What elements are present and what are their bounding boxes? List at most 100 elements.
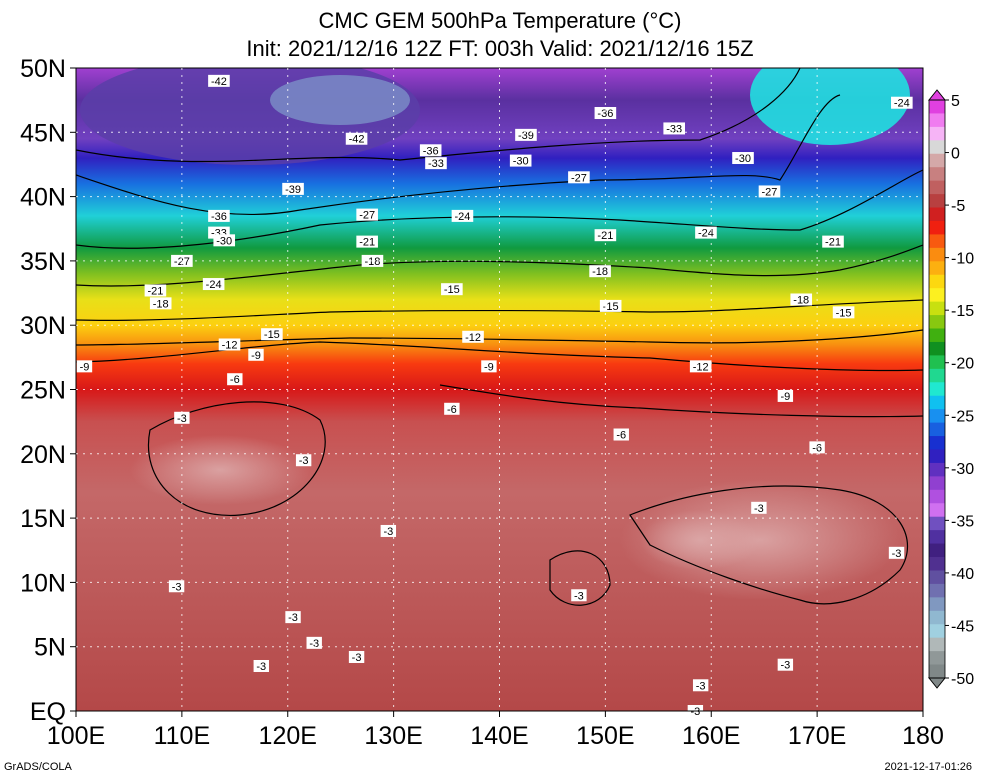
contour-label: -36 [597, 108, 613, 120]
y-tick-label: 5N [34, 634, 66, 662]
colorbar-label: 0 [951, 146, 960, 163]
colorbar-label: -10 [951, 251, 974, 268]
x-tick-label: 170E [788, 722, 846, 750]
y-tick-label: 30N [20, 312, 66, 340]
colorbar-segment [929, 220, 945, 235]
contour-label-box [356, 235, 378, 248]
colorbar-segment [929, 126, 945, 141]
contour-label-box [285, 611, 301, 624]
contour-label: -6 [812, 442, 822, 454]
colorbar-label: -15 [951, 303, 974, 320]
y-tick-label: 25N [20, 377, 66, 405]
y-tick-label: 10N [20, 569, 66, 597]
colorbar-segment [929, 422, 945, 437]
contour-label: -3 [172, 581, 182, 593]
contour-label: -6 [616, 430, 626, 442]
colorbar-segment [929, 328, 945, 343]
y-tick-label: 40N [20, 184, 66, 212]
contour-label: -39 [518, 130, 534, 142]
colorbar-segment [929, 583, 945, 598]
colorbar-segment [929, 368, 945, 383]
contour-label: -36 [211, 211, 227, 223]
colorbar-label: -5 [951, 198, 965, 215]
timestamp-label: 2021-12-17-01:26 [884, 761, 972, 773]
colorbar-segment [929, 341, 945, 356]
contour-label: -12 [222, 339, 238, 351]
chart-subtitle: Init: 2021/12/16 12Z FT: 003h Valid: 202… [246, 36, 754, 61]
contour-label-box [777, 389, 794, 402]
contour-label-box [571, 589, 587, 602]
colorbar-segment [929, 355, 945, 370]
contour-label-box [462, 330, 484, 343]
contour-label-box [248, 348, 264, 361]
colorbar-segment [929, 651, 945, 666]
colorbar-segment [929, 489, 945, 504]
contour-label: -3 [352, 652, 362, 664]
colorbar-segment [929, 530, 945, 545]
colorbar-segment [929, 516, 945, 531]
colorbar-segment [929, 153, 945, 168]
colorbar-segment [929, 315, 945, 330]
contour-label: -27 [359, 210, 375, 222]
contour-label: -9 [80, 361, 90, 373]
colorbar-label: -50 [951, 671, 974, 688]
x-tick-label: 130E [364, 722, 422, 750]
contour-label: -39 [285, 184, 301, 196]
contour-label: -18 [793, 294, 809, 306]
colorbar-segment [929, 234, 945, 249]
contour-label: -18 [364, 256, 380, 268]
contour-label: -24 [454, 211, 470, 223]
contour-label: -15 [444, 284, 460, 296]
y-tick-label: 50N [20, 55, 66, 83]
x-tick-label: 150E [576, 722, 634, 750]
contour-label-box [777, 658, 794, 671]
contour-label-box [832, 306, 855, 319]
colorbar-segment [929, 395, 945, 410]
contour-label: -3 [780, 660, 790, 672]
colorbar-segment [929, 382, 945, 397]
colorbar-segment [929, 610, 945, 625]
contour-label: -3 [299, 455, 309, 467]
contour-label-box [790, 293, 813, 306]
contour-label: -6 [447, 404, 457, 416]
y-tick-label: 20N [20, 441, 66, 469]
colorbar-segment [929, 100, 945, 114]
colorbar-segment [929, 288, 945, 303]
contour-label: -33 [428, 158, 444, 170]
x-tick-label: 120E [259, 722, 317, 750]
colorbar-segment [929, 570, 945, 585]
colorbar-label: -25 [951, 408, 974, 425]
contour-label-box [345, 132, 368, 145]
colorbar-segment [929, 167, 945, 182]
colorbar-label: -40 [951, 566, 974, 583]
contour-label-box [481, 360, 497, 373]
contour-label: -9 [484, 361, 494, 373]
contour-label-box [419, 144, 442, 157]
contour-label: -33 [666, 123, 682, 135]
contour-label-box [261, 328, 283, 341]
contour-label: -3 [383, 526, 393, 538]
contour-label-box [218, 338, 241, 351]
colorbar-segment [929, 180, 945, 195]
chart-title: CMC GEM 500hPa Temperature (°C) [318, 8, 682, 33]
contour-label: -42 [349, 134, 365, 146]
contour-label: -27 [762, 186, 778, 198]
contour-label-box [253, 659, 269, 672]
contour-label-box [380, 524, 397, 537]
contour-label-box [441, 283, 463, 296]
contour-label: -30 [216, 235, 232, 247]
x-tick-label: 110E [154, 722, 211, 750]
x-tick-label: 140E [470, 722, 528, 750]
contour-label: -18 [592, 266, 608, 278]
contour-label: -15 [836, 307, 852, 319]
contour-label-box [594, 107, 617, 120]
contour-label-box [732, 152, 754, 165]
contour-label-box [356, 208, 378, 221]
contour-label-box [751, 501, 767, 514]
colorbar-segment [929, 436, 945, 450]
colorbar-segment [929, 140, 945, 155]
contour-labels: -42-42-36-33-24-39-36-33 -30 -30-39-27-27-… [76, 74, 913, 718]
contour-label: -12 [465, 332, 481, 344]
credit-label: GrADS/COLA [4, 761, 72, 773]
y-tick-label: 35N [20, 248, 66, 276]
